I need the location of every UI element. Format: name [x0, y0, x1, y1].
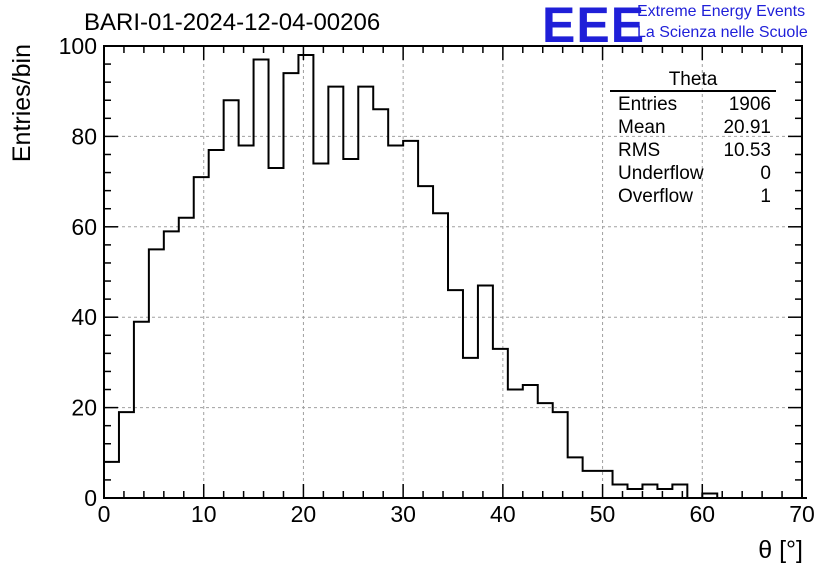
histogram-bin	[164, 231, 179, 498]
histogram-bin	[358, 87, 373, 498]
stats-value: 20.91	[723, 117, 771, 138]
histogram-series	[103, 54, 807, 499]
plot-frame	[103, 45, 803, 499]
histogram-bin	[194, 177, 209, 498]
x-tick-label: 70	[789, 501, 815, 527]
histogram-bin	[269, 168, 284, 498]
y-tick-label: 80	[71, 123, 97, 149]
stats-row-overflow: Overflow 1	[610, 185, 776, 208]
histogram-bin	[298, 55, 313, 498]
y-tick-label: 20	[71, 395, 97, 421]
histogram-bin	[657, 489, 672, 498]
histogram-outline	[103, 54, 807, 499]
x-tick-label: 40	[490, 501, 516, 527]
histogram-bin	[403, 141, 418, 498]
x-axis: 0 10 20 30 40 50 60 70	[98, 46, 815, 527]
histogram-bin	[642, 484, 657, 498]
stats-label: Underflow	[618, 163, 704, 184]
histogram-bin	[343, 159, 358, 498]
histogram-bin	[418, 186, 433, 498]
stats-row-rms: RMS 10.53	[610, 139, 776, 162]
stats-label: Entries	[618, 94, 678, 115]
stats-value: 0	[760, 163, 771, 184]
histogram-bin	[613, 484, 628, 498]
y-tick-label: 0	[84, 485, 97, 511]
x-axis-label: θ [°]	[758, 536, 803, 564]
x-tick-label: 0	[98, 501, 111, 527]
stats-box: Theta Entries 1906 Mean 20.91 RMS 10.53 Underf…	[610, 70, 776, 208]
histogram-bin	[448, 290, 463, 498]
stats-label: Overflow	[618, 186, 693, 207]
histogram-bin	[598, 471, 613, 498]
stats-rows: Entries 1906 Mean 20.91 RMS 10.53 Underflow 0 Ov…	[610, 93, 776, 208]
histogram-bin	[373, 109, 388, 498]
histogram-bin	[433, 213, 448, 498]
histogram-bin	[388, 145, 403, 498]
x-tick-label: 30	[390, 501, 416, 527]
histogram-bin	[179, 218, 194, 498]
stats-value: 10.53	[723, 140, 771, 161]
stats-row-entries: Entries 1906	[610, 93, 776, 116]
stats-label: Mean	[618, 117, 666, 138]
histogram-bin	[672, 484, 687, 498]
y-tick-label: 60	[71, 214, 97, 240]
histogram-bin	[254, 60, 269, 498]
histogram-bin	[239, 145, 254, 498]
x-tick-label: 50	[590, 501, 616, 527]
histogram-bin	[119, 412, 134, 498]
histogram-bin	[508, 390, 523, 498]
histogram-bin	[209, 150, 224, 498]
histogram-bin	[224, 100, 239, 498]
histogram-bin	[134, 322, 149, 498]
y-tick-label: 100	[59, 33, 97, 59]
x-tick-label: 20	[291, 501, 317, 527]
plot-border	[103, 45, 803, 499]
chart-title: BARI-01-2024-12-04-00206	[84, 9, 381, 36]
logo-line-1: Extreme Energy Events	[637, 3, 806, 20]
stats-value: 1906	[728, 94, 771, 115]
stats-row-mean: Mean 20.91	[610, 116, 776, 139]
histogram-bin	[568, 457, 583, 498]
stats-title: Theta	[668, 69, 718, 90]
histogram-bin	[553, 412, 568, 498]
histogram-bin	[149, 249, 164, 498]
histogram-bin	[628, 489, 643, 498]
histogram-bin	[538, 403, 553, 498]
stats-divider	[610, 90, 776, 92]
histogram-bin	[313, 164, 328, 498]
histogram-bin	[493, 349, 508, 498]
y-axis: 0 20 40 60 80 100	[59, 33, 802, 511]
y-tick-label: 40	[71, 304, 97, 330]
histogram-bin	[523, 385, 538, 498]
stats-row-underflow: Underflow 0	[610, 162, 776, 185]
x-tick-label: 60	[689, 501, 715, 527]
logo-letters: EEE	[542, 0, 646, 53]
histogram-bin	[583, 471, 598, 498]
stats-label: RMS	[618, 140, 661, 161]
stats-value: 1	[760, 186, 771, 207]
histogram-bin	[463, 358, 478, 498]
y-axis-label: Entries/bin	[8, 44, 36, 162]
x-tick-label: 10	[191, 501, 217, 527]
histogram-bin	[328, 87, 343, 498]
logo-line-2: La Scienza nelle Scuole	[637, 24, 808, 41]
